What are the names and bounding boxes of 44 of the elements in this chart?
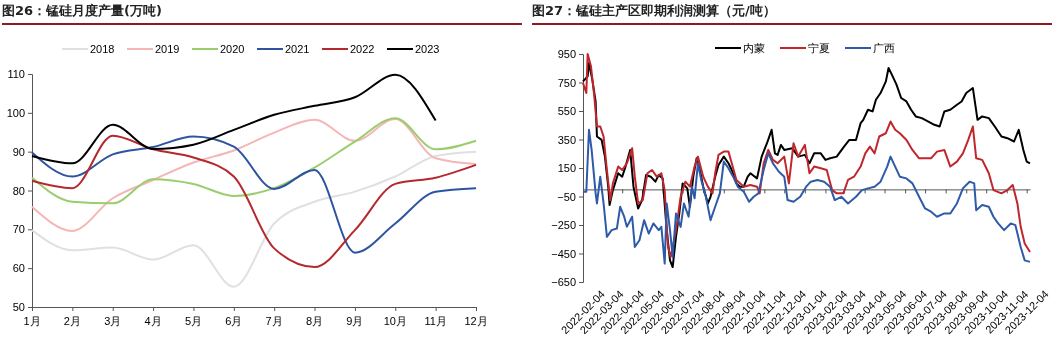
- y-tick-label: 550: [557, 105, 576, 118]
- legend-label: 2019: [155, 43, 180, 55]
- y-tick-label: 110: [7, 68, 25, 81]
- y-tick-label: 80: [12, 184, 25, 197]
- x-tick-label: 9月: [346, 315, 364, 327]
- x-tick-label: 10月: [383, 315, 407, 327]
- line-series: [31, 150, 477, 288]
- chart-title: 图26：锰硅月度产量(万吨): [2, 2, 522, 25]
- line-series: [31, 73, 437, 165]
- y-tick-label: 150: [557, 162, 576, 175]
- chart-title: 图27：锰硅主产区即期利润测算（元/吨）: [532, 2, 1052, 25]
- y-tick-label: 350: [557, 133, 576, 146]
- y-tick-label: 60: [12, 262, 25, 275]
- legend-label: 2021: [285, 43, 310, 55]
- y-tick-label: −50: [557, 190, 576, 203]
- y-tick-label: 950: [557, 48, 576, 61]
- x-tick-label: 12月: [464, 315, 488, 327]
- legend-label: 2023: [415, 43, 440, 55]
- x-tick-label: 3月: [104, 315, 122, 327]
- y-tick-label: −450: [551, 247, 576, 260]
- x-tick-label: 2月: [63, 315, 81, 327]
- y-tick-label: 90: [12, 145, 25, 158]
- legend-label: 广西: [873, 42, 895, 54]
- legend-label: 2022: [350, 43, 375, 55]
- line-series: [31, 118, 477, 232]
- x-tick-label: 8月: [305, 315, 324, 327]
- line-series: [31, 117, 477, 205]
- y-tick-label: −650: [551, 276, 576, 289]
- legend-label: 2018: [90, 43, 115, 55]
- y-tick-label: 70: [12, 223, 25, 236]
- legend-label: 2020: [220, 43, 245, 55]
- x-tick-label: 1月: [23, 315, 41, 327]
- y-tick-label: 100: [6, 106, 25, 119]
- x-tick-label: 11月: [424, 315, 447, 327]
- y-tick-label: 50: [12, 301, 25, 314]
- legend-label: 宁夏: [808, 42, 830, 54]
- x-tick-label: 5月: [184, 315, 203, 327]
- x-tick-label: 4月: [144, 315, 162, 327]
- x-tick-label: 7月: [265, 315, 283, 327]
- y-tick-label: −250: [551, 219, 576, 232]
- line-series: [582, 128, 1031, 265]
- y-tick-label: 750: [557, 76, 576, 89]
- x-tick-label: 6月: [225, 315, 243, 327]
- legend-label: 内蒙: [743, 42, 765, 54]
